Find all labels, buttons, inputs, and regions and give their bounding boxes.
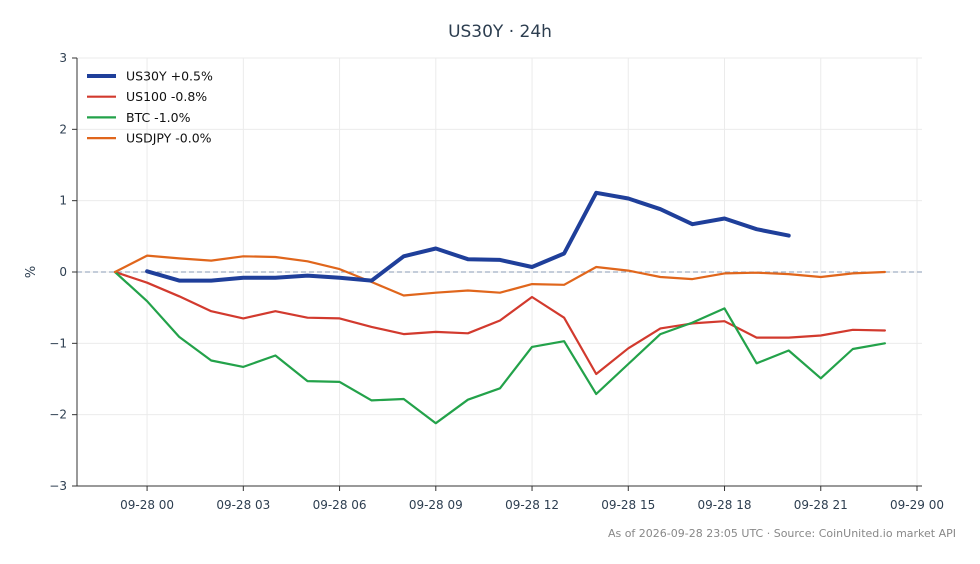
legend-label-us100: US100 -0.8% <box>126 89 207 104</box>
x-tick-label: 09-29 00 <box>890 498 944 512</box>
series-line-btc <box>113 270 887 425</box>
legend-label-usdjpy: USDJPY -0.0% <box>126 131 212 146</box>
x-tick-label: 09-28 06 <box>313 498 367 512</box>
series-line-us30y <box>145 190 791 283</box>
series-line-us100 <box>113 270 887 376</box>
y-tick-label: 1 <box>59 194 67 208</box>
y-tick-label: −1 <box>49 336 67 350</box>
x-tick-label: 09-28 09 <box>409 498 463 512</box>
chart-title: US30Y · 24h <box>448 22 552 42</box>
footer-source-text: As of 2026-09-28 23:05 UTC · Source: Coi… <box>608 527 956 540</box>
x-tick-label: 09-28 21 <box>794 498 848 512</box>
x-tick-label: 09-28 15 <box>601 498 655 512</box>
legend-label-us30y: US30Y +0.5% <box>126 69 213 84</box>
y-axis-label: % <box>24 266 39 278</box>
y-tick-label: 2 <box>59 122 67 136</box>
x-tick-label: 09-28 12 <box>505 498 559 512</box>
y-tick-label: −3 <box>49 479 67 493</box>
y-ticks: 3 2 1 0 −1 −2 −3 <box>49 51 77 493</box>
x-ticks: 09-28 00 09-28 03 09-28 06 09-28 09 09-28 12… <box>120 486 944 512</box>
series-line-usdjpy <box>113 254 887 297</box>
x-tick-label: 09-28 00 <box>120 498 174 512</box>
y-tick-label: 0 <box>59 265 67 279</box>
legend: US30Y +0.5% US100 -0.8% BTC -1.0% USDJPY -0… <box>87 69 213 146</box>
x-tick-label: 09-28 03 <box>216 498 270 512</box>
series-group <box>113 190 887 425</box>
y-tick-label: 3 <box>59 51 67 65</box>
x-tick-label: 09-28 18 <box>698 498 752 512</box>
grid <box>77 57 922 487</box>
legend-label-btc: BTC -1.0% <box>126 110 191 125</box>
y-tick-label: −2 <box>49 408 67 422</box>
